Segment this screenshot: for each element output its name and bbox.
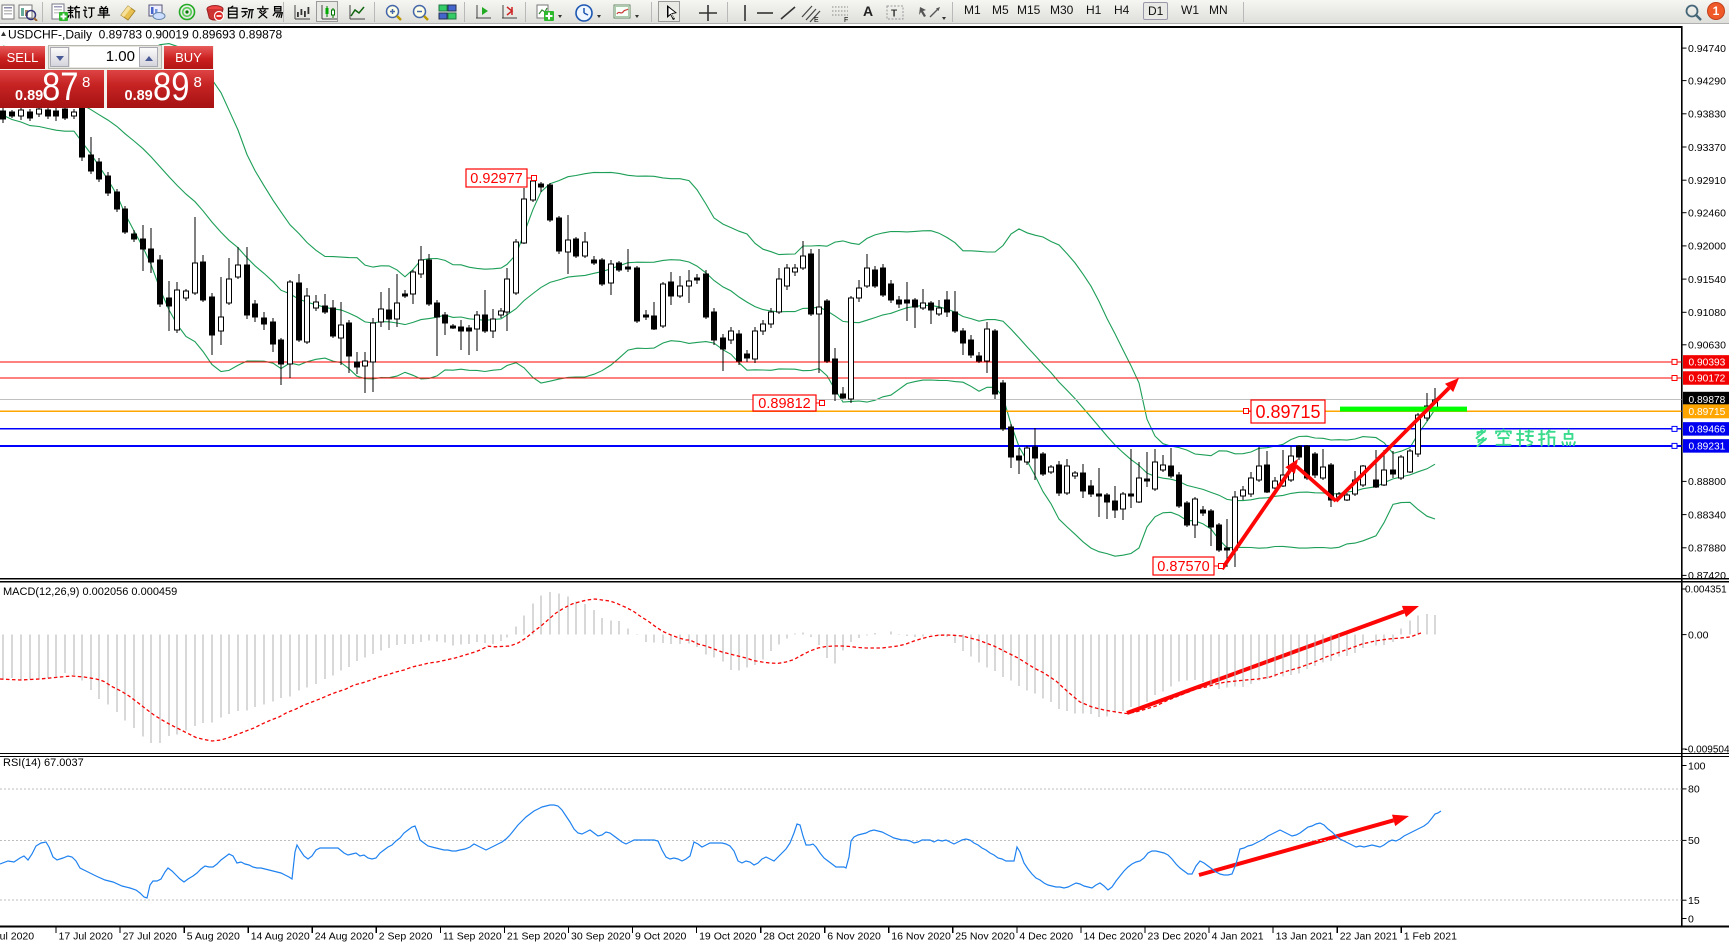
svg-text:28 Oct 2020: 28 Oct 2020	[763, 931, 820, 943]
svg-text:Jul 2020: Jul 2020	[0, 931, 34, 943]
svg-text:13 Jan 2021: 13 Jan 2021	[1276, 931, 1334, 943]
svg-text:0.94740: 0.94740	[1688, 43, 1726, 55]
svg-text:0.92460: 0.92460	[1688, 207, 1726, 219]
svg-text:14 Dec 2020: 14 Dec 2020	[1084, 931, 1144, 943]
svg-text:19 Oct 2020: 19 Oct 2020	[699, 931, 756, 943]
svg-text:15: 15	[1688, 895, 1700, 907]
svg-text:0.90630: 0.90630	[1688, 340, 1726, 352]
svg-text:0.92977: 0.92977	[470, 171, 522, 187]
svg-text:9 Oct 2020: 9 Oct 2020	[635, 931, 687, 943]
svg-text:5 Aug 2020: 5 Aug 2020	[187, 931, 240, 943]
svg-text:25 Nov 2020: 25 Nov 2020	[955, 931, 1015, 943]
svg-text:0.92910: 0.92910	[1688, 175, 1726, 187]
svg-text:22 Jan 2021: 22 Jan 2021	[1340, 931, 1398, 943]
svg-text:T: T	[891, 9, 897, 20]
svg-text:0.93370: 0.93370	[1688, 142, 1726, 154]
svg-text:0.004351: 0.004351	[1685, 585, 1727, 596]
svg-text:100: 100	[1688, 760, 1706, 772]
svg-text:-0.009504: -0.009504	[1685, 745, 1729, 756]
svg-text:E: E	[814, 17, 819, 23]
svg-text:0.89466: 0.89466	[1689, 425, 1726, 436]
svg-text:MACD(12,26,9) 0.002056 0.00045: MACD(12,26,9) 0.002056 0.000459	[3, 586, 177, 598]
svg-text:4 Jan 2021: 4 Jan 2021	[1212, 931, 1264, 943]
svg-text:0.88340: 0.88340	[1688, 509, 1726, 521]
svg-text:1 Feb 2021: 1 Feb 2021	[1404, 931, 1457, 943]
svg-text:0.89812: 0.89812	[758, 396, 810, 412]
svg-text:0.00: 0.00	[1688, 629, 1709, 641]
svg-text:11 Sep 2020: 11 Sep 2020	[443, 931, 502, 943]
svg-text:6 Nov 2020: 6 Nov 2020	[827, 931, 881, 943]
svg-text:23 Dec 2020: 23 Dec 2020	[1148, 931, 1208, 943]
svg-text:21 Sep 2020: 21 Sep 2020	[507, 931, 567, 943]
svg-text:30 Sep 2020: 30 Sep 2020	[571, 931, 631, 943]
svg-text:1: 1	[1713, 4, 1720, 18]
svg-text:0.87420: 0.87420	[1688, 570, 1726, 582]
svg-text:0.92000: 0.92000	[1688, 241, 1726, 253]
svg-text:0.93830: 0.93830	[1688, 109, 1726, 121]
svg-text:USDCHF-,Daily 0.89783 0.90019: USDCHF-,Daily 0.89783 0.90019 0.89693 0.…	[8, 28, 283, 42]
svg-text:2 Sep 2020: 2 Sep 2020	[379, 931, 433, 943]
svg-text:0.89715: 0.89715	[1689, 407, 1726, 418]
svg-text:0.89231: 0.89231	[1689, 442, 1726, 453]
svg-text:0.91540: 0.91540	[1688, 274, 1726, 286]
svg-text:0.89715: 0.89715	[1255, 402, 1320, 422]
svg-text:F: F	[844, 17, 848, 23]
svg-text:0.87570: 0.87570	[1157, 559, 1209, 575]
svg-text:14 Aug 2020: 14 Aug 2020	[251, 931, 310, 943]
svg-text:4 Dec 2020: 4 Dec 2020	[1019, 931, 1073, 943]
svg-text:50: 50	[1688, 835, 1700, 847]
svg-text:RSI(14) 67.0037: RSI(14) 67.0037	[3, 757, 84, 769]
svg-text:16 Nov 2020: 16 Nov 2020	[891, 931, 951, 943]
svg-text:17 Jul 2020: 17 Jul 2020	[59, 931, 113, 943]
svg-text:24 Aug 2020: 24 Aug 2020	[315, 931, 374, 943]
svg-text:80: 80	[1688, 784, 1700, 796]
svg-text:0: 0	[1688, 913, 1694, 925]
svg-text:0.90172: 0.90172	[1689, 374, 1726, 385]
svg-text:0.88800: 0.88800	[1688, 476, 1726, 488]
svg-text:0.87880: 0.87880	[1688, 543, 1726, 555]
svg-text:0.94290: 0.94290	[1688, 75, 1726, 87]
svg-text:0.90393: 0.90393	[1689, 358, 1726, 369]
svg-text:0.91080: 0.91080	[1688, 307, 1726, 319]
svg-text:27 Jul 2020: 27 Jul 2020	[123, 931, 177, 943]
